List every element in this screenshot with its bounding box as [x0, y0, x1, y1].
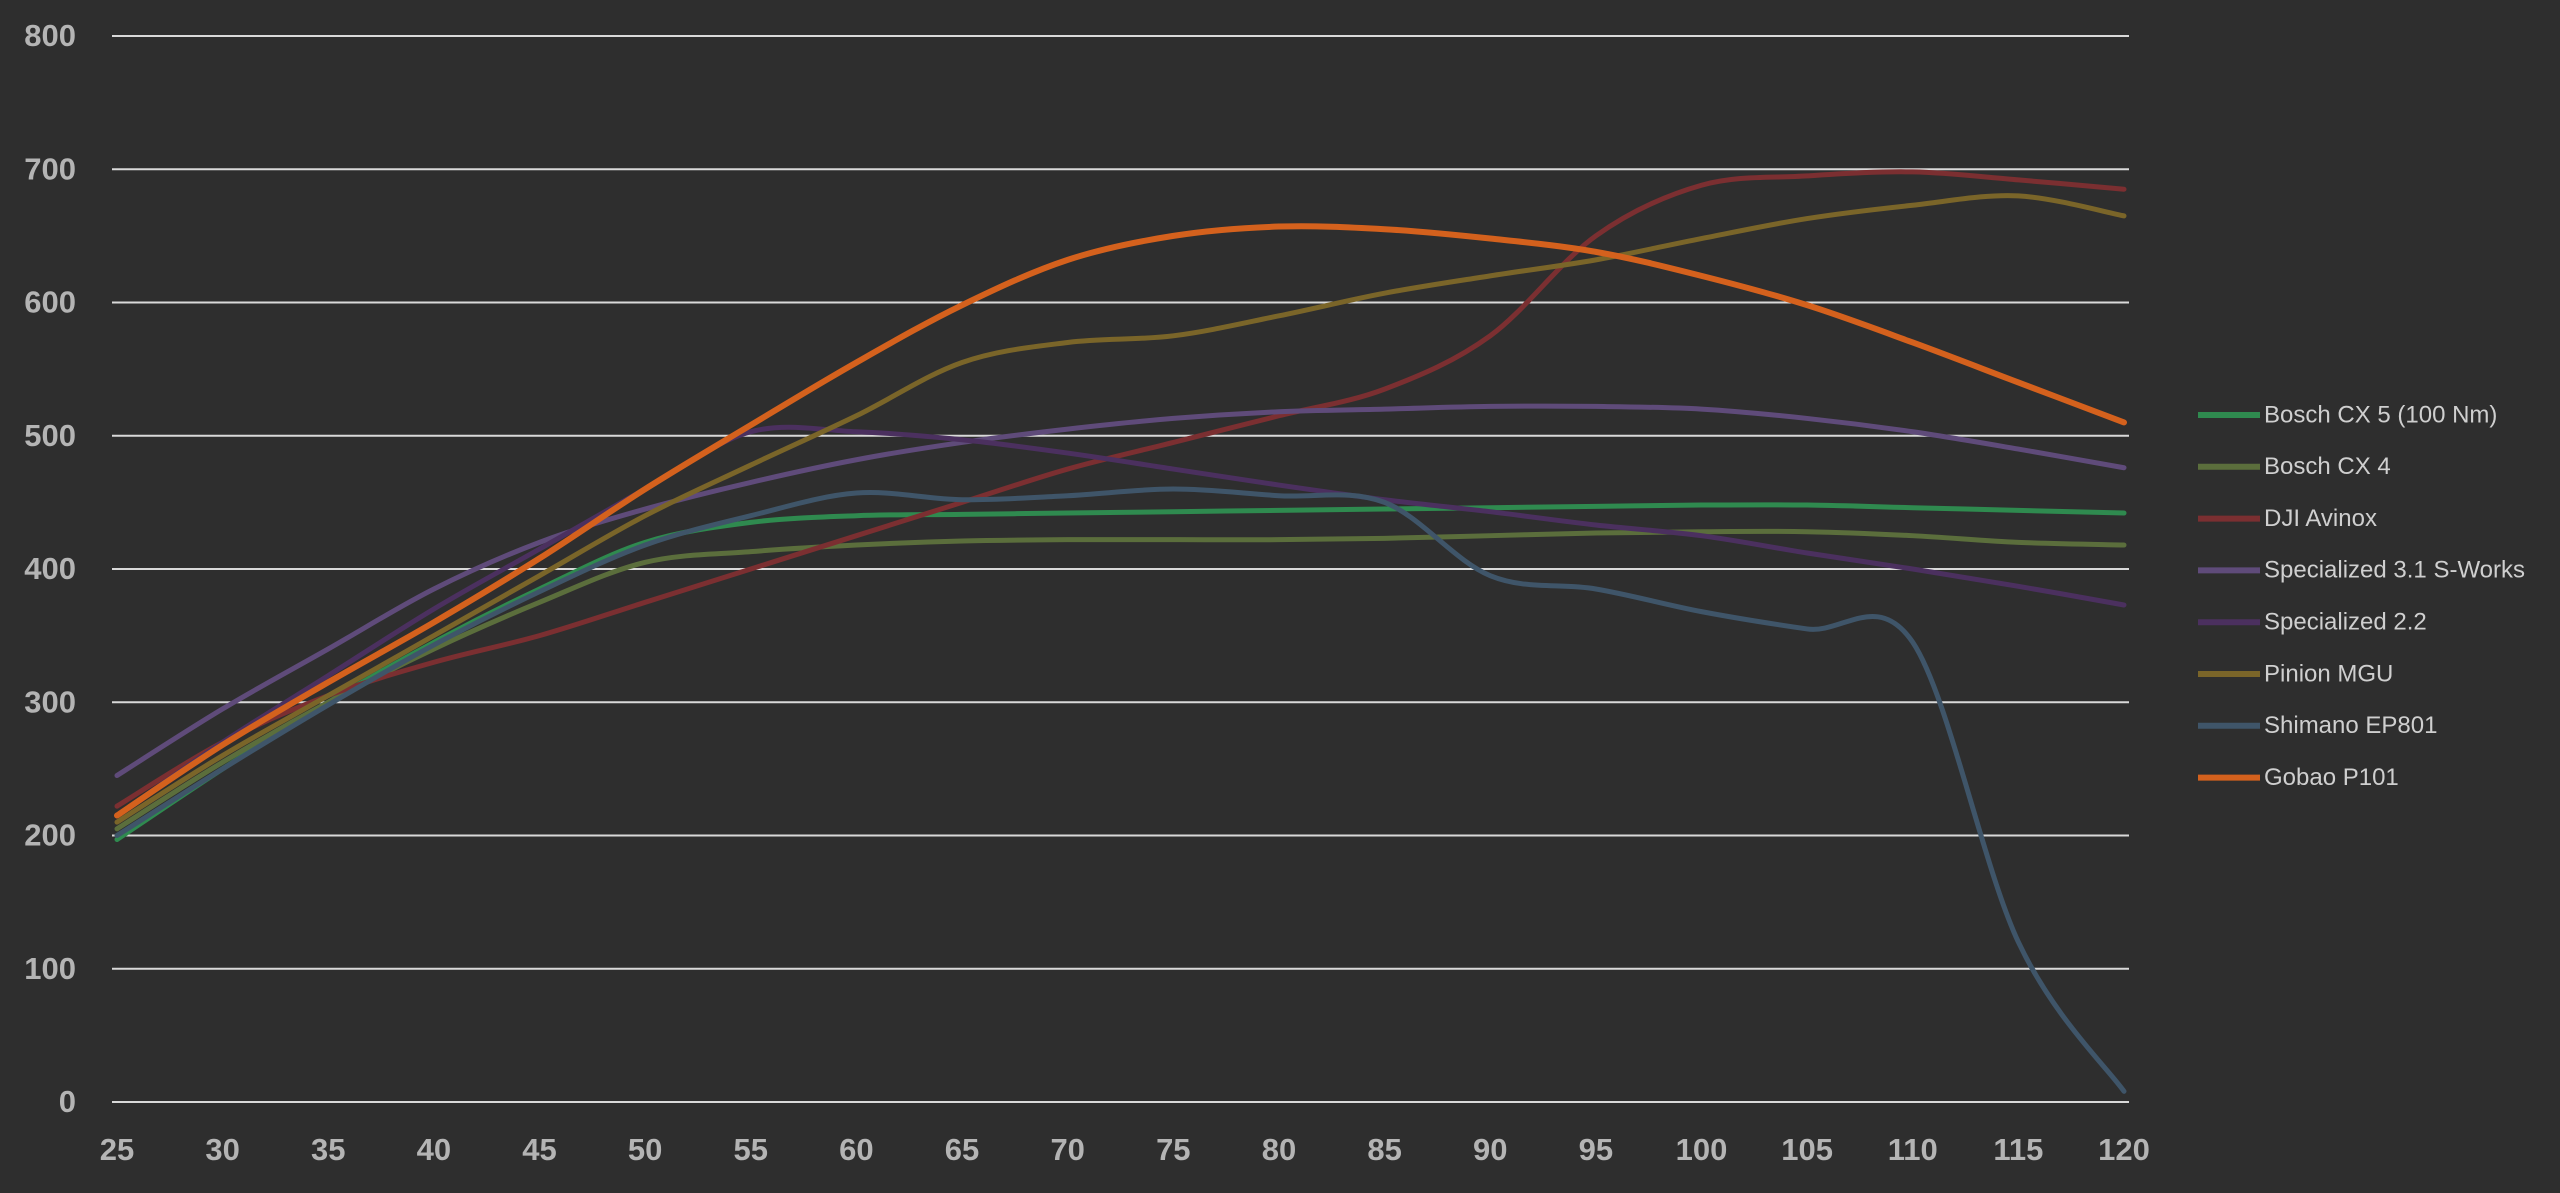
x-tick-label: 55 [734, 1132, 768, 1167]
y-tick-label: 700 [24, 151, 76, 186]
y-tick-label: 100 [24, 951, 76, 986]
x-tick-label: 80 [1262, 1132, 1296, 1167]
x-tick-label: 100 [1676, 1132, 1728, 1167]
x-tick-label: 105 [1781, 1132, 1833, 1167]
series-line [114, 403, 2127, 779]
x-tick-label: 70 [1050, 1132, 1084, 1167]
y-tick-label: 500 [24, 418, 76, 453]
y-tick-label: 600 [24, 285, 76, 320]
legend-label: Bosch CX 4 [2264, 453, 2391, 480]
legend-label: Shimano EP801 [2264, 712, 2437, 739]
legend-label: Gobao P101 [2264, 764, 2399, 791]
series-line [114, 486, 2127, 1094]
legend-label: Bosch CX 5 (100 Nm) [2264, 401, 2497, 428]
x-tick-label: 25 [100, 1132, 134, 1167]
legend-label: Specialized 3.1 S-Works [2264, 557, 2525, 584]
legend-label: Pinion MGU [2264, 660, 2393, 687]
x-tick-label: 45 [522, 1132, 556, 1167]
series-line [114, 169, 2127, 809]
x-tick-label: 95 [1579, 1132, 1613, 1167]
legend-label: DJI Avinox [2264, 505, 2377, 532]
legend-label: Specialized 2.2 [2264, 609, 2427, 636]
y-tick-label: 200 [24, 818, 76, 853]
series-line [114, 528, 2127, 832]
x-tick-label: 40 [417, 1132, 451, 1167]
series-line [114, 193, 2127, 825]
x-tick-label: 85 [1367, 1132, 1401, 1167]
x-tick-label: 110 [1888, 1132, 1938, 1167]
x-tick-label: 60 [839, 1132, 873, 1167]
x-tick-label: 65 [945, 1132, 979, 1167]
x-tick-label: 35 [311, 1132, 345, 1167]
x-tick-label: 30 [205, 1132, 239, 1167]
x-tick-label: 75 [1156, 1132, 1190, 1167]
x-tick-label: 50 [628, 1132, 662, 1167]
series-line [114, 223, 2127, 819]
series-line [114, 424, 2127, 819]
y-tick-label: 800 [24, 18, 76, 53]
y-tick-label: 400 [24, 551, 76, 586]
x-tick-label: 115 [1993, 1132, 2043, 1167]
x-tick-label: 120 [2098, 1132, 2150, 1167]
y-tick-label: 0 [59, 1084, 76, 1119]
y-tick-label: 300 [24, 684, 76, 719]
x-tick-label: 90 [1473, 1132, 1507, 1167]
